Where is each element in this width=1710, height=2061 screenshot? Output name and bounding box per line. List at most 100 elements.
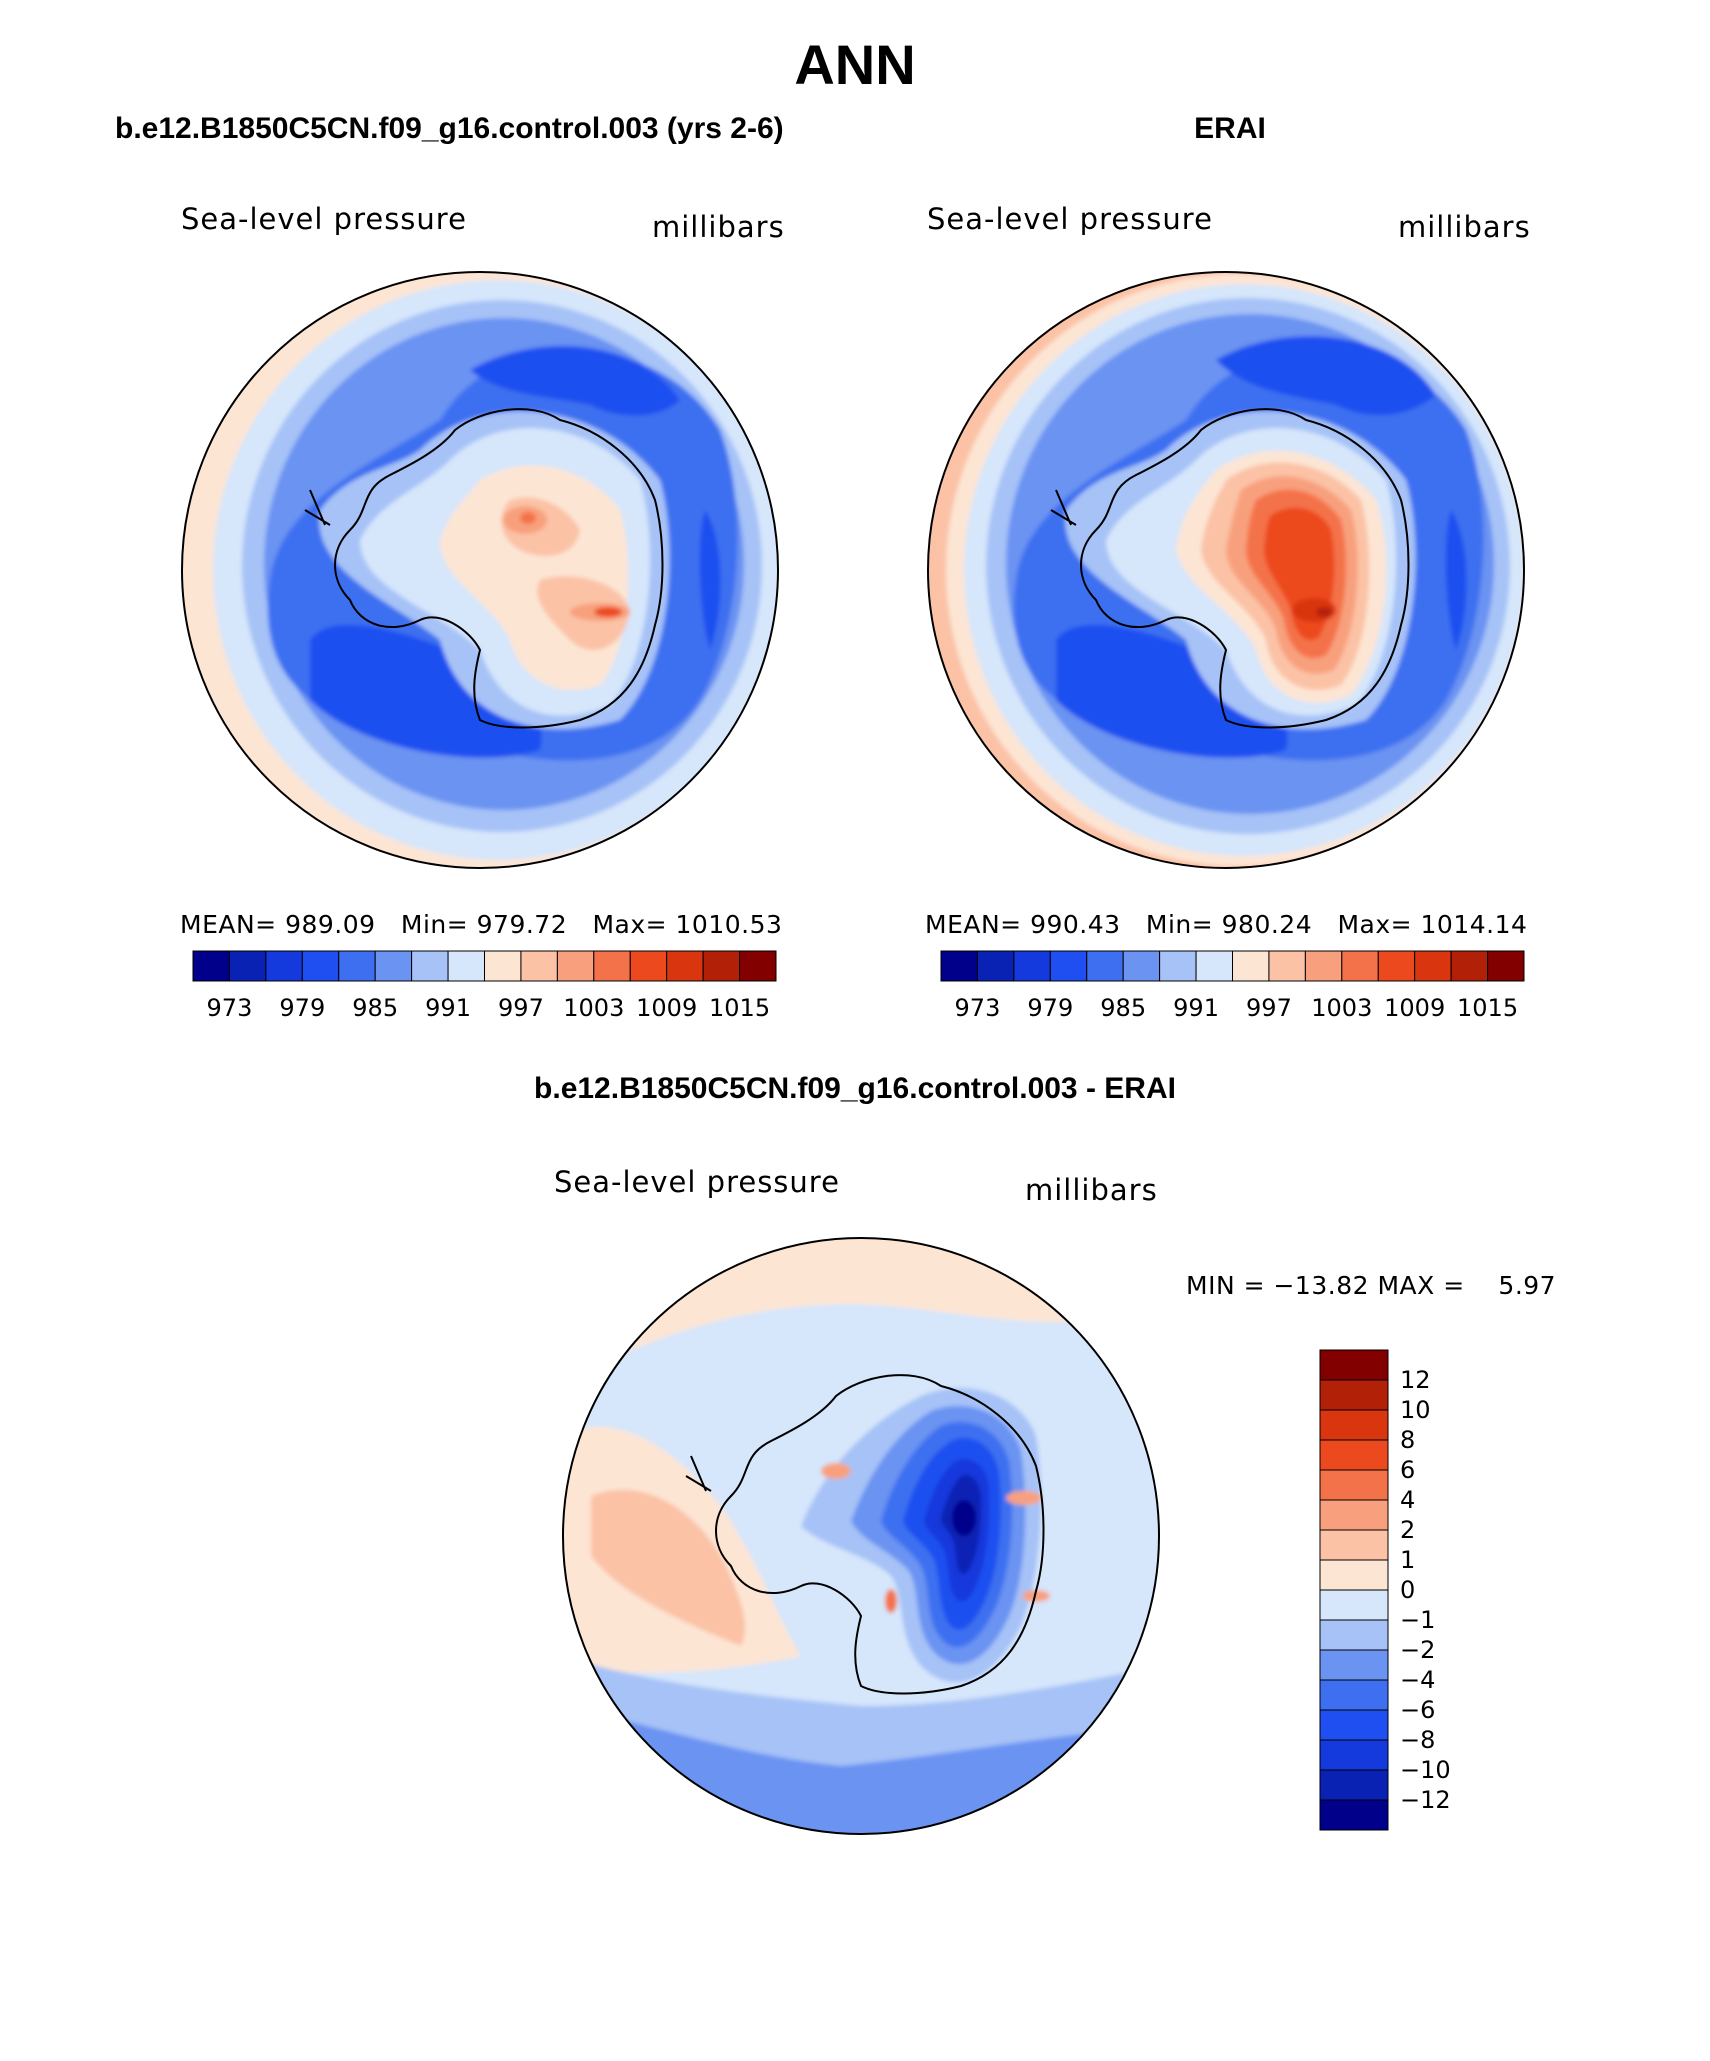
diff-colorbar-tick: −10 — [1400, 1756, 1451, 1784]
model-colorbar-tick: 991 — [425, 994, 471, 1022]
diff-colorbar-swatch — [1319, 1769, 1389, 1801]
obs-colorbar-swatch — [1159, 950, 1197, 982]
diff-slp-map — [562, 1237, 1160, 1835]
model-colorbar-swatch — [702, 950, 741, 982]
diff-colorbar-swatch — [1319, 1559, 1389, 1591]
model-colorbar-swatch — [484, 950, 522, 982]
diff-units-label: millibars — [1025, 1173, 1158, 1207]
obs-colorbar-swatch — [1013, 950, 1051, 982]
diff-colorbar-tick: 2 — [1400, 1516, 1415, 1544]
diff-colorbar-tick: 6 — [1400, 1456, 1415, 1484]
diff-colorbar-tick: 10 — [1400, 1396, 1431, 1424]
diff-colorbar-tick: −8 — [1400, 1726, 1435, 1754]
model-colorbar-swatch — [265, 950, 303, 982]
obs-colorbar-swatch — [1086, 950, 1124, 982]
obs-colorbar-swatch — [1377, 950, 1416, 982]
diff-colorbar-swatch — [1319, 1379, 1389, 1411]
obs-colorbar-swatch — [1268, 950, 1306, 982]
model-colorbar-tick: 985 — [352, 994, 398, 1022]
diff-colorbar-swatch — [1319, 1349, 1389, 1381]
diff-map-border — [562, 1237, 1160, 1835]
model-stats: MEAN= 989.09 Min= 979.72 Max= 1010.53 — [180, 910, 783, 939]
obs-colorbar-swatch — [1304, 950, 1343, 982]
diff-colorbar-tick: 4 — [1400, 1486, 1415, 1514]
model-variable-label: Sea-level pressure — [181, 202, 467, 236]
model-colorbar-swatch — [228, 950, 267, 982]
model-colorbar-swatch — [411, 950, 449, 982]
obs-colorbar-swatch — [940, 950, 978, 982]
diff-colorbar-swatch — [1319, 1619, 1389, 1651]
obs-colorbar-tick: 1015 — [1457, 994, 1518, 1022]
diff-colorbar-tick: 1 — [1400, 1546, 1415, 1574]
diff-variable-label: Sea-level pressure — [554, 1165, 840, 1199]
diff-colorbar-tick: −2 — [1400, 1636, 1435, 1664]
obs-colorbar-tick: 1009 — [1384, 994, 1445, 1022]
diff-stats: MIN = −13.82 MAX = 5.97 — [1186, 1271, 1557, 1300]
diff-colorbar-tick: 12 — [1400, 1366, 1431, 1394]
diff-colorbar-swatch — [1319, 1709, 1389, 1741]
model-colorbar-tick: 1003 — [563, 994, 624, 1022]
diff-colorbar-tick: −4 — [1400, 1666, 1435, 1694]
obs-colorbar-tick: 991 — [1173, 994, 1219, 1022]
model-panel-heading: b.e12.B1850C5CN.f09_g16.control.003 (yrs… — [115, 112, 784, 145]
model-colorbar-tick: 997 — [498, 994, 544, 1022]
diff-colorbar-swatch — [1319, 1589, 1389, 1621]
obs-colorbar-swatch — [1450, 950, 1489, 982]
model-colorbar-swatch — [520, 950, 558, 982]
obs-slp-map — [927, 271, 1525, 869]
model-colorbar-tick: 1015 — [709, 994, 770, 1022]
obs-units-label: millibars — [1398, 210, 1531, 244]
model-colorbar-swatch — [374, 950, 413, 982]
model-slp-map — [181, 271, 779, 869]
model-colorbar-swatch — [629, 950, 668, 982]
obs-colorbar: 973 979 985 991 997 1003 1009 1015 — [940, 950, 1525, 1022]
obs-colorbar-swatch — [976, 950, 1015, 982]
diff-colorbar-tick: −12 — [1400, 1786, 1451, 1814]
model-colorbar-swatch — [447, 950, 485, 982]
obs-colorbar-tick: 997 — [1246, 994, 1292, 1022]
obs-stats: MEAN= 990.43 Min= 980.24 Max= 1014.14 — [925, 910, 1528, 939]
diff-colorbar-swatch — [1319, 1469, 1389, 1501]
obs-colorbar-swatch — [1122, 950, 1161, 982]
diff-colorbar-swatch — [1319, 1649, 1389, 1681]
obs-colorbar-tick: 985 — [1100, 994, 1146, 1022]
model-colorbar: 973 979 985 991 997 1003 1009 1015 — [192, 950, 777, 1022]
obs-colorbar-swatch — [1195, 950, 1233, 982]
diff-panel-heading: b.e12.B1850C5CN.f09_g16.control.003 - ER… — [534, 1072, 1176, 1105]
diff-colorbar-swatch — [1319, 1679, 1389, 1711]
obs-colorbar-swatch — [1414, 950, 1452, 982]
model-map-border — [181, 271, 779, 869]
model-colorbar-swatch — [666, 950, 704, 982]
model-colorbar-swatch — [301, 950, 340, 982]
diff-colorbar-swatch — [1319, 1499, 1389, 1531]
obs-colorbar-swatch — [1232, 950, 1270, 982]
obs-panel-heading: ERAI — [1194, 112, 1266, 145]
model-colorbar-swatch — [739, 950, 777, 982]
diff-colorbar-tick: 8 — [1400, 1426, 1415, 1454]
obs-colorbar-tick: 1003 — [1311, 994, 1372, 1022]
model-colorbar-tick: 1009 — [636, 994, 697, 1022]
model-colorbar-swatch — [338, 950, 376, 982]
obs-colorbar-tick: 979 — [1027, 994, 1073, 1022]
diff-colorbar-tick: −6 — [1400, 1696, 1435, 1724]
obs-colorbar-swatch — [1049, 950, 1088, 982]
obs-map-border — [927, 271, 1525, 869]
obs-colorbar-swatch — [1487, 950, 1525, 982]
obs-colorbar-tick: 973 — [955, 994, 1001, 1022]
diff-colorbar-swatch — [1319, 1439, 1389, 1471]
model-colorbar-tick: 979 — [279, 994, 325, 1022]
model-colorbar-swatch — [593, 950, 631, 982]
obs-colorbar-swatch — [1341, 950, 1379, 982]
diff-colorbar-tick: 0 — [1400, 1576, 1415, 1604]
page-title: ANN — [794, 33, 916, 96]
model-colorbar-swatch — [192, 950, 230, 982]
model-units-label: millibars — [652, 210, 785, 244]
diff-colorbar-swatch — [1319, 1409, 1389, 1441]
diff-colorbar-swatch — [1319, 1529, 1389, 1561]
model-colorbar-tick: 973 — [207, 994, 253, 1022]
diff-colorbar-tick: −1 — [1400, 1606, 1435, 1634]
diff-colorbar-swatch — [1319, 1799, 1389, 1831]
diff-colorbar-swatch — [1319, 1739, 1389, 1771]
model-colorbar-swatch — [556, 950, 595, 982]
